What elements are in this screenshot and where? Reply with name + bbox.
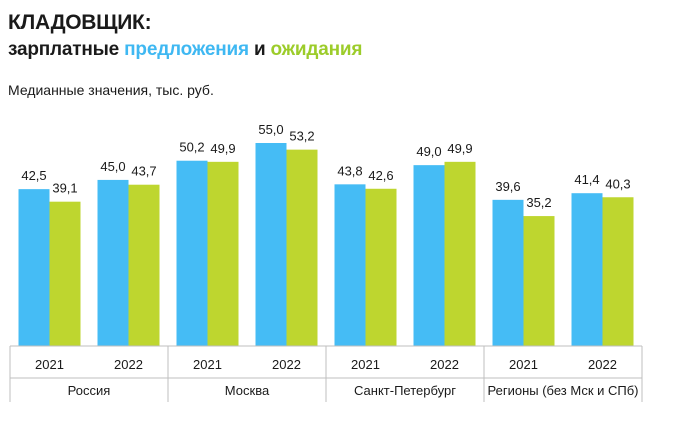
data-label: 39,1 (52, 181, 77, 196)
bar (207, 161, 239, 346)
subtitle-conjunction: и (248, 39, 271, 60)
bar (18, 189, 50, 346)
bar (286, 149, 318, 346)
data-label: 49,9 (447, 141, 472, 156)
data-label: 35,2 (526, 195, 551, 210)
group-label: Санкт-Петербург (354, 383, 456, 398)
data-label: 49,9 (210, 141, 235, 156)
year-tick-label: 2022 (272, 357, 301, 372)
bar (492, 199, 524, 346)
bar (365, 188, 397, 346)
year-tick-label: 2021 (509, 357, 538, 372)
bar (444, 161, 476, 346)
data-label: 55,0 (258, 122, 283, 137)
year-tick-label: 2021 (193, 357, 222, 372)
data-label: 49,0 (416, 144, 441, 159)
year-tick-label: 2021 (35, 357, 64, 372)
data-label: 41,4 (574, 172, 599, 187)
data-label: 53,2 (289, 129, 314, 144)
bar (413, 165, 445, 346)
subtitle-offers: предложения (124, 39, 249, 60)
data-label: 43,8 (337, 163, 362, 178)
chart-subtitle: зарплатные предложения и ожидания (8, 39, 362, 61)
data-label: 43,7 (131, 164, 156, 179)
group-label: Россия (68, 383, 111, 398)
data-label: 39,6 (495, 179, 520, 194)
bar (255, 143, 287, 346)
data-label: 45,0 (100, 159, 125, 174)
subtitle-prefix: зарплатные (8, 39, 125, 60)
chart-title: КЛАДОВЩИК: (8, 11, 152, 34)
group-label: Москва (225, 383, 270, 398)
year-tick-label: 2022 (430, 357, 459, 372)
data-label: 42,5 (21, 168, 46, 183)
bar (571, 193, 603, 346)
bar (602, 197, 634, 346)
year-tick-label: 2022 (114, 357, 143, 372)
year-tick-label: 2021 (351, 357, 380, 372)
data-label: 50,2 (179, 140, 204, 155)
data-label: 40,3 (605, 176, 630, 191)
data-label: 42,6 (368, 168, 393, 183)
subtitle-expectations: ожидания (270, 39, 363, 60)
bar (334, 184, 366, 346)
units-note: Медианные значения, тыс. руб. (8, 82, 214, 98)
bar (523, 216, 555, 346)
bar (128, 184, 160, 346)
year-tick-label: 2022 (588, 357, 617, 372)
bar (176, 160, 208, 346)
group-label: Регионы (без Мск и СПб) (488, 383, 639, 398)
bar (97, 179, 129, 346)
bar (49, 201, 81, 346)
